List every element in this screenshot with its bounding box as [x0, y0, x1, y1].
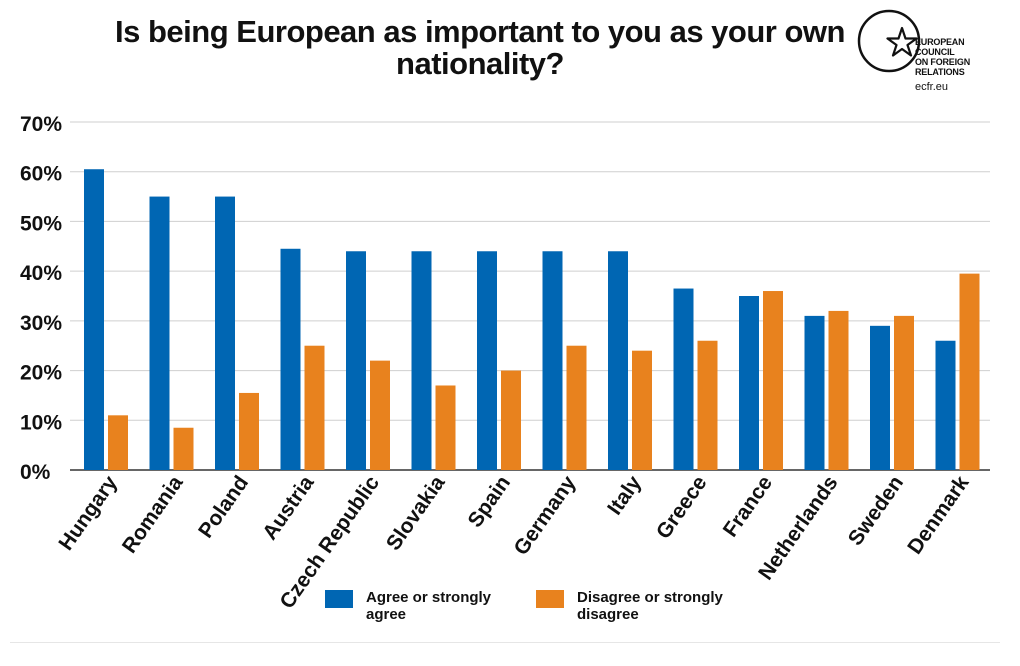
bar-disagree-netherlands: [828, 310, 849, 470]
bar-agree-france: [739, 296, 759, 470]
bottom-divider: [10, 642, 1000, 643]
logo-url: ecfr.eu: [915, 81, 949, 93]
x-tick-label: Austria: [258, 471, 319, 544]
bar-agree-spain: [477, 251, 497, 470]
bar-agree-italy: [608, 251, 628, 470]
bar-agree-romania: [149, 196, 170, 471]
legend-swatch-agree: [325, 590, 353, 608]
y-tick-label: 0%: [20, 461, 51, 484]
bar-disagree-austria: [304, 345, 325, 470]
logo-wordmark: EUROPEAN COUNCIL ON FOREIGN RELATIONS: [915, 37, 1005, 77]
bar-agree-czech-republic: [346, 251, 366, 470]
logo-line-3: ON FOREIGN: [915, 57, 971, 67]
y-tick-label: 30%: [20, 312, 62, 335]
bar-agree-hungary: [84, 169, 104, 470]
chart-title-line-2: nationality?: [396, 46, 564, 81]
bar-agree-netherlands: [804, 315, 825, 470]
y-tick-label: 20%: [20, 362, 62, 385]
bar-agree-greece: [673, 288, 694, 470]
bars-layer: [84, 169, 980, 471]
x-tick-label: Poland: [194, 472, 253, 543]
y-axis-ticks: 0% 10% 20% 30% 40% 50% 60% 70%: [20, 113, 62, 484]
bar-agree-germany: [542, 251, 563, 470]
y-tick-label: 70%: [20, 113, 62, 136]
legend-label-line-2: agree: [366, 606, 406, 623]
y-tick-label: 10%: [20, 411, 62, 434]
star-circle-icon: [857, 9, 921, 73]
bar-disagree-poland: [239, 392, 259, 470]
legend-swatch-disagree: [536, 590, 564, 608]
bar-disagree-sweden: [894, 315, 914, 470]
bar-disagree-france: [763, 291, 783, 470]
legend-label-line-1: Disagree or strongly: [577, 589, 724, 606]
x-tick-label: Slovakia: [382, 471, 450, 554]
legend-label-line-1: Agree or strongly: [366, 589, 492, 606]
grid-layer: [70, 121, 990, 471]
logo-line-2: COUNCIL: [915, 47, 955, 57]
bar-disagree-spain: [501, 370, 521, 470]
bar-disagree-czech-republic: [370, 360, 390, 470]
bar-disagree-italy: [632, 350, 652, 470]
bar-disagree-greece: [697, 340, 718, 470]
bar-agree-slovakia: [411, 251, 432, 470]
y-tick-label: 50%: [20, 212, 62, 235]
x-tick-label: Denmark: [903, 471, 974, 558]
ecfr-logo: [857, 9, 921, 73]
bar-agree-sweden: [870, 325, 890, 470]
bar-agree-poland: [215, 196, 235, 471]
chart-title-line-1: Is being European as important to you as…: [115, 14, 845, 49]
logo-line-1: EUROPEAN: [915, 37, 965, 47]
x-tick-label: Romania: [118, 471, 188, 557]
y-tick-label: 40%: [20, 262, 62, 285]
y-tick-label: 60%: [20, 163, 62, 186]
bar-disagree-romania: [173, 427, 194, 470]
x-tick-label: Sweden: [844, 472, 908, 550]
logo-line-4: RELATIONS: [915, 67, 965, 77]
bar-disagree-slovakia: [435, 385, 456, 470]
bar-agree-austria: [280, 248, 301, 470]
bar-disagree-germany: [566, 345, 587, 470]
bar-disagree-denmark: [959, 273, 980, 470]
bar-agree-denmark: [935, 340, 956, 470]
x-tick-label: Greece: [652, 472, 712, 544]
legend-label-line-2: disagree: [577, 606, 639, 623]
bar-disagree-hungary: [108, 415, 128, 470]
x-tick-label: Italy: [603, 471, 646, 519]
x-tick-label: Spain: [463, 472, 515, 532]
x-tick-label: Germany: [510, 471, 581, 559]
x-tick-label: Hungary: [54, 471, 122, 554]
x-tick-label: France: [719, 472, 777, 542]
